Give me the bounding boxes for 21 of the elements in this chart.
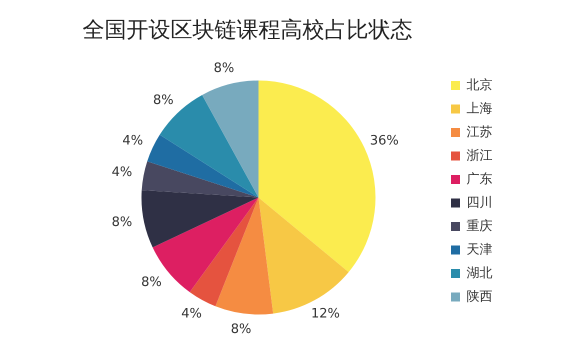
chart-title: 全国开设区块链课程高校占比状态 xyxy=(82,18,412,43)
legend-label: 北京 xyxy=(466,78,492,93)
data-label: 4% xyxy=(112,165,132,180)
legend-label: 浙江 xyxy=(466,148,492,164)
data-label: 4% xyxy=(181,306,202,322)
legend-label: 江苏 xyxy=(466,125,492,140)
legend-label: 天津 xyxy=(466,242,492,258)
legend-label: 陕西 xyxy=(466,290,492,304)
legend-label: 上海 xyxy=(466,102,492,116)
data-label: 36% xyxy=(370,133,399,148)
data-label: 12% xyxy=(311,306,340,322)
data-label: 8% xyxy=(214,61,234,76)
data-label: 8% xyxy=(141,274,162,290)
data-label: 4% xyxy=(122,133,144,148)
legend-label: 广东 xyxy=(466,172,492,187)
legend-label: 四川 xyxy=(466,196,492,210)
data-label: 8% xyxy=(153,93,174,108)
legend-label: 湖北 xyxy=(466,266,492,281)
data-label: 8% xyxy=(230,322,252,337)
data-label: 8% xyxy=(112,214,132,230)
legend-label: 重庆 xyxy=(466,219,492,234)
